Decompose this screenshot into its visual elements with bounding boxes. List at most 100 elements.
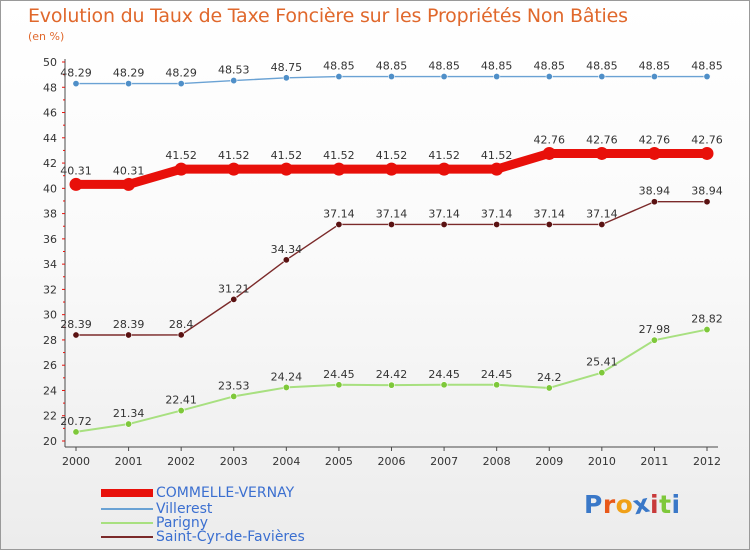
data-label: 24.42 bbox=[376, 368, 408, 381]
data-point bbox=[387, 73, 395, 81]
x-tick-label: 2001 bbox=[115, 455, 143, 468]
data-label: 42.76 bbox=[639, 133, 671, 146]
logo-letter: t bbox=[659, 490, 672, 519]
data-label: 37.14 bbox=[481, 207, 513, 220]
data-point bbox=[650, 336, 658, 344]
data-point bbox=[490, 162, 504, 176]
logo-letter: o bbox=[615, 490, 634, 519]
legend-swatch bbox=[101, 508, 153, 510]
data-point bbox=[279, 162, 293, 176]
data-label: 42.76 bbox=[691, 133, 723, 146]
data-point bbox=[440, 220, 448, 228]
x-tick-label: 2010 bbox=[588, 455, 616, 468]
y-tick-label: 28 bbox=[43, 334, 57, 347]
data-label: 37.14 bbox=[534, 207, 566, 220]
data-label: 48.29 bbox=[113, 67, 145, 80]
x-tick-label: 2011 bbox=[640, 455, 668, 468]
logo-letter: P bbox=[584, 490, 603, 519]
data-label: 20.72 bbox=[60, 415, 92, 428]
data-point bbox=[69, 177, 83, 191]
data-label: 37.14 bbox=[376, 207, 408, 220]
data-label: 48.85 bbox=[323, 60, 355, 73]
data-label: 41.52 bbox=[376, 149, 408, 162]
y-tick-label: 34 bbox=[43, 258, 57, 271]
legend-label: Parigny bbox=[156, 515, 209, 531]
data-point bbox=[595, 146, 609, 160]
data-point bbox=[72, 428, 80, 436]
data-label: 42.76 bbox=[586, 133, 618, 146]
y-tick-label: 20 bbox=[43, 435, 57, 448]
legend-swatch bbox=[101, 489, 153, 497]
data-label: 41.52 bbox=[271, 149, 303, 162]
data-label: 48.85 bbox=[586, 60, 618, 73]
data-point bbox=[332, 162, 346, 176]
data-point bbox=[387, 381, 395, 389]
data-point bbox=[545, 384, 553, 392]
data-label: 41.52 bbox=[218, 149, 250, 162]
data-point bbox=[335, 381, 343, 389]
data-label: 48.85 bbox=[639, 60, 671, 73]
data-label: 41.52 bbox=[323, 149, 355, 162]
data-point bbox=[493, 381, 501, 389]
data-point bbox=[387, 220, 395, 228]
data-label: 28.39 bbox=[113, 318, 145, 331]
data-label: 28.39 bbox=[60, 318, 92, 331]
data-point bbox=[122, 177, 136, 191]
data-label: 28.4 bbox=[169, 318, 194, 331]
x-tick-label: 2008 bbox=[483, 455, 511, 468]
chart-subtitle: (en %) bbox=[28, 30, 65, 43]
data-label: 21.34 bbox=[113, 407, 145, 420]
legend-swatch bbox=[101, 522, 153, 524]
logo-letter: r bbox=[602, 490, 616, 519]
x-tick-label: 2002 bbox=[167, 455, 195, 468]
data-point bbox=[493, 73, 501, 81]
data-point bbox=[335, 73, 343, 81]
data-label: 23.53 bbox=[218, 379, 250, 392]
data-point bbox=[598, 73, 606, 81]
x-tick-label: 2006 bbox=[378, 455, 406, 468]
data-point bbox=[174, 162, 188, 176]
data-label: 37.14 bbox=[323, 207, 355, 220]
data-point bbox=[177, 80, 185, 88]
data-label: 48.85 bbox=[691, 60, 723, 73]
data-label: 24.45 bbox=[428, 368, 460, 381]
y-tick-label: 46 bbox=[43, 107, 57, 120]
data-point bbox=[440, 73, 448, 81]
data-point bbox=[598, 369, 606, 377]
data-point bbox=[437, 162, 451, 176]
data-label: 40.31 bbox=[113, 164, 145, 177]
data-point bbox=[177, 331, 185, 339]
x-tick-label: 2000 bbox=[62, 455, 90, 468]
data-label: 24.45 bbox=[481, 368, 513, 381]
proxiti-logo: Proxiti bbox=[584, 489, 681, 521]
data-label: 38.94 bbox=[639, 185, 671, 198]
chart-title: Evolution du Taux de Taxe Foncière sur l… bbox=[28, 5, 628, 27]
data-point bbox=[230, 295, 238, 303]
data-point bbox=[230, 392, 238, 400]
data-point bbox=[545, 73, 553, 81]
y-tick-label: 38 bbox=[43, 208, 57, 221]
y-tick-label: 32 bbox=[43, 283, 57, 296]
data-label: 48.85 bbox=[481, 60, 513, 73]
data-label: 41.52 bbox=[428, 149, 460, 162]
data-point bbox=[493, 220, 501, 228]
data-point bbox=[72, 331, 80, 339]
y-tick-label: 48 bbox=[43, 81, 57, 94]
data-label: 48.85 bbox=[534, 60, 566, 73]
data-point bbox=[440, 381, 448, 389]
y-tick-label: 36 bbox=[43, 233, 57, 246]
data-point bbox=[230, 77, 238, 85]
x-tick-label: 2007 bbox=[430, 455, 458, 468]
y-tick-label: 40 bbox=[43, 182, 57, 195]
data-label: 48.53 bbox=[218, 64, 250, 77]
data-label: 37.14 bbox=[586, 207, 618, 220]
y-tick-label: 24 bbox=[43, 384, 57, 397]
data-point bbox=[177, 407, 185, 415]
data-point bbox=[227, 162, 241, 176]
data-point bbox=[545, 220, 553, 228]
data-point bbox=[282, 74, 290, 82]
data-point bbox=[647, 146, 661, 160]
data-label: 48.29 bbox=[165, 67, 197, 80]
